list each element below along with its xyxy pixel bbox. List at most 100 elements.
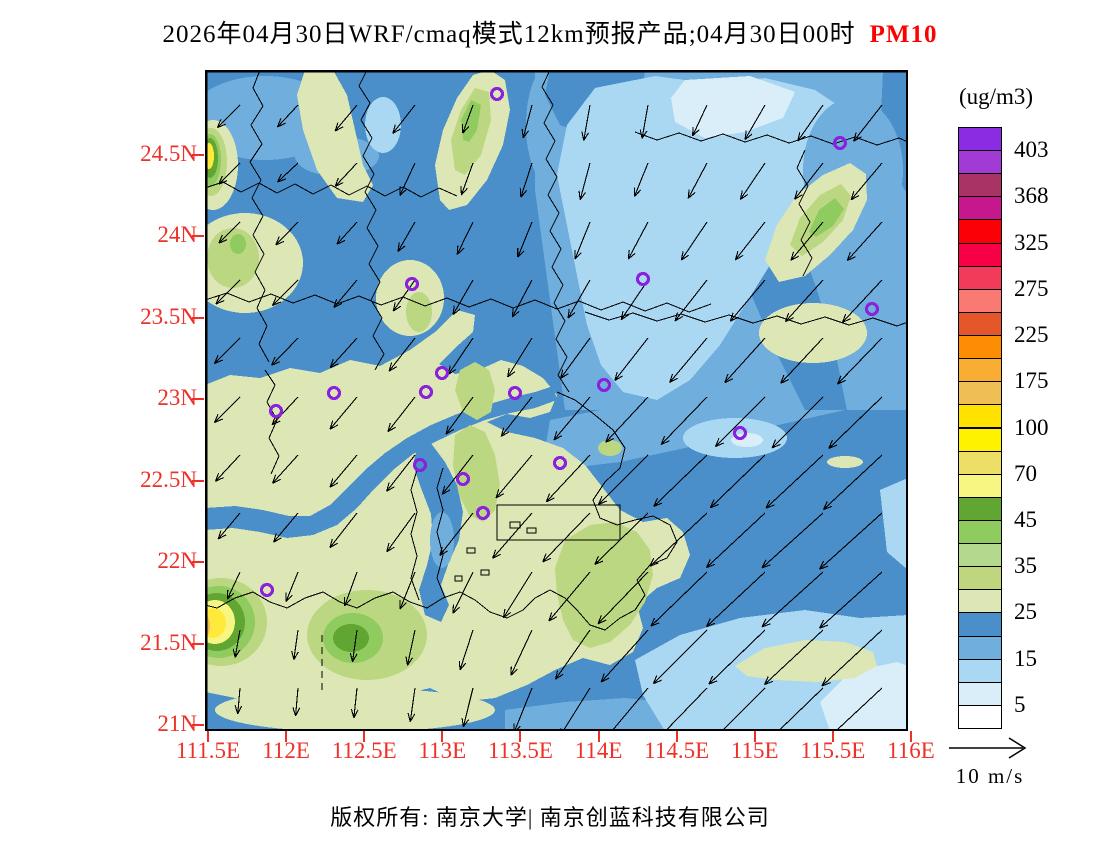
- nest-domain-box: [496, 504, 621, 541]
- copyright-footer: 版权所有: 南京大学| 南京创蓝科技有限公司: [330, 805, 770, 830]
- wind-arrow: [232, 629, 241, 658]
- island: [509, 521, 521, 529]
- colorbar-tick-label: 100: [1014, 414, 1049, 440]
- island: [480, 569, 490, 576]
- wind-arrow: [828, 396, 883, 449]
- wind-arrow: [272, 279, 299, 306]
- colorbar-cell: [958, 358, 1002, 383]
- lat-tick: [192, 724, 204, 726]
- colorbar-cell: [958, 566, 1002, 591]
- wind-arrow: [461, 104, 474, 134]
- colorbar-tick-label: 5: [1014, 691, 1026, 717]
- wind-arrow: [329, 512, 358, 549]
- colorbar-tick-label: 35: [1014, 553, 1037, 579]
- wind-legend: 10 m/s: [935, 733, 1045, 789]
- wind-arrow: [780, 337, 824, 384]
- wind-arrow: [218, 162, 241, 185]
- wind-arrow: [761, 512, 824, 569]
- wind-arrow: [271, 337, 299, 366]
- lon-label: 116E: [887, 738, 935, 763]
- contour-region: [820, 662, 908, 731]
- wind-arrow: [765, 454, 824, 509]
- wind-arrow: [272, 454, 299, 484]
- colorbar-cell: [958, 473, 1002, 498]
- wind-arrow: [277, 104, 299, 128]
- wind-arrow: [461, 687, 474, 728]
- station-marker: [259, 582, 275, 598]
- contour-region: [671, 76, 795, 138]
- colorbar-unit-label: (ug/m3): [958, 84, 1034, 109]
- contour-region: [809, 198, 844, 237]
- contour-region: [759, 303, 867, 363]
- wind-arrow: [853, 104, 883, 142]
- colorbar-tick-label: 15: [1014, 645, 1037, 671]
- wind-arrow: [600, 629, 649, 683]
- contour-region: [880, 478, 908, 570]
- wind-arrow: [785, 279, 824, 323]
- contour-region: [827, 456, 863, 468]
- colorbar-tick-label: 403: [1014, 137, 1049, 163]
- wind-arrow: [500, 396, 533, 437]
- wind-arrow: [605, 396, 649, 443]
- station-marker: [635, 271, 651, 287]
- lat-tick: [192, 235, 204, 238]
- contour-region: [205, 608, 226, 638]
- lat-label: 21N: [157, 711, 197, 736]
- wind-arrow: [574, 221, 591, 260]
- colorbar-cell: [958, 219, 1002, 244]
- boundary-line: [436, 467, 446, 599]
- island: [526, 527, 537, 534]
- station-marker: [412, 457, 428, 473]
- lon-label: 115E: [730, 738, 779, 763]
- wind-arrow: [850, 162, 883, 201]
- wind-arrow: [292, 687, 301, 717]
- wind-arrow: [729, 279, 766, 322]
- wind-arrow: [334, 104, 358, 132]
- wind-arrow: [597, 454, 649, 506]
- lon-label: 114.5E: [644, 738, 710, 763]
- station-marker: [404, 276, 420, 292]
- wind-arrow: [349, 629, 358, 662]
- colorbar-cell: [958, 519, 1002, 545]
- wind-arrow: [492, 512, 533, 559]
- wind-arrow: [567, 279, 591, 319]
- map-frame: [205, 70, 908, 731]
- wind-arrow: [545, 454, 591, 503]
- wind-arrow: [519, 162, 533, 198]
- station-marker: [418, 384, 434, 400]
- wind-arrow: [511, 279, 533, 318]
- wind-arrow: [495, 454, 533, 499]
- wind-arrow: [445, 396, 474, 435]
- wind-arrow: [714, 396, 766, 448]
- colorbar-cell: [958, 589, 1002, 614]
- wind-arrow: [620, 279, 649, 321]
- wind-arrow: [709, 454, 766, 509]
- contour-region: [455, 362, 495, 420]
- wind-arrow: [653, 454, 708, 507]
- station-marker: [489, 86, 505, 102]
- wind-arrow: [214, 396, 241, 423]
- wind-arrow: [639, 104, 649, 139]
- station-marker: [596, 377, 612, 393]
- colorbar-cell: [958, 335, 1002, 360]
- boundary-line: [796, 149, 813, 277]
- forecast-map: [205, 70, 908, 731]
- wind-arrow: [343, 571, 358, 607]
- wind-arrow: [821, 629, 883, 687]
- boundary-line: [541, 70, 570, 393]
- lon-tick: [207, 731, 209, 742]
- wind-arrow: [597, 571, 649, 625]
- wind-arrow: [555, 629, 591, 680]
- wind-arrow: [841, 279, 883, 323]
- colorbar-cell: [958, 450, 1002, 475]
- wind-arrow: [705, 512, 766, 569]
- wind-arrow: [627, 221, 649, 260]
- lon-tick: [363, 731, 366, 742]
- wind-arrow: [553, 396, 591, 441]
- wind-arrow: [687, 162, 708, 199]
- contour-region: [365, 97, 401, 153]
- boundary-line: [410, 469, 420, 601]
- wind-arrow: [724, 337, 766, 384]
- wind-arrow: [660, 396, 708, 445]
- wind-arrow: [594, 512, 649, 565]
